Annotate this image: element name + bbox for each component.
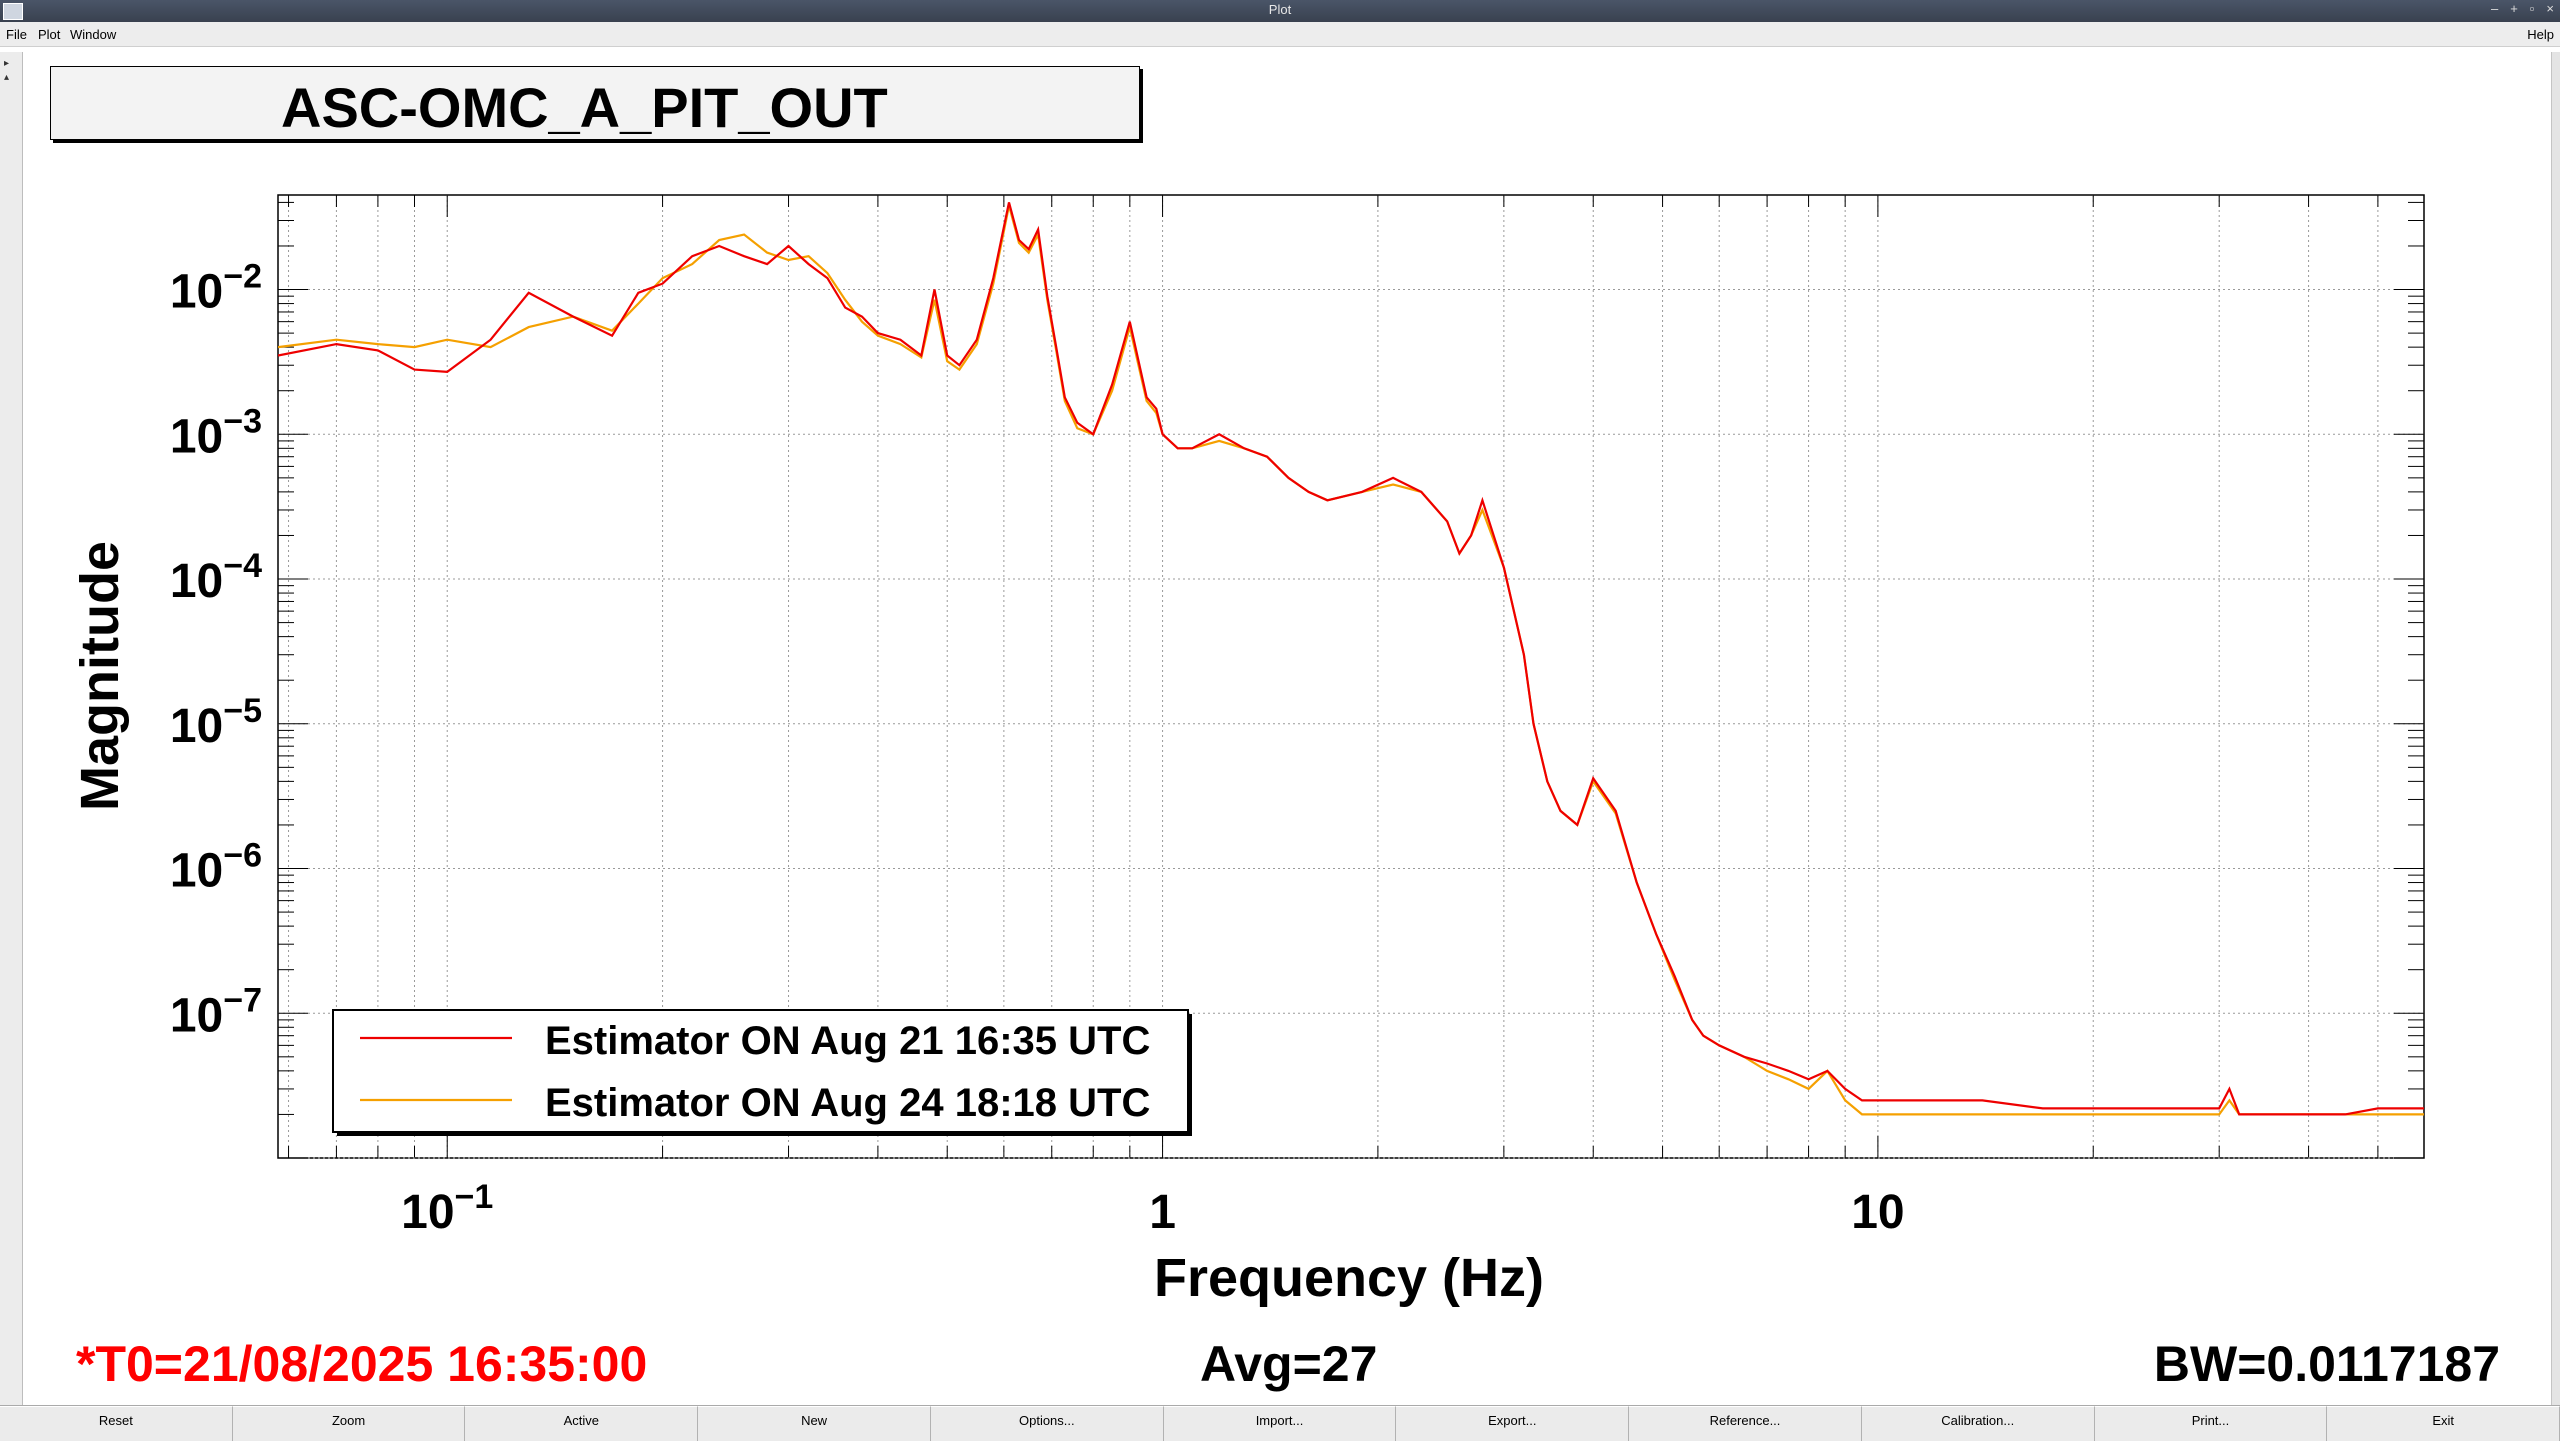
chevron-right-icon[interactable]: ▸ — [4, 58, 10, 69]
x-tick-label: 10−1 — [401, 1178, 493, 1239]
y-tick-label: 10−3 — [170, 402, 262, 463]
import-button[interactable]: Import... — [1163, 1406, 1397, 1441]
calibration-button[interactable]: Calibration... — [1861, 1406, 2095, 1441]
plot-title-box: ASC-OMC_A_PIT_OUT — [50, 66, 1140, 140]
legend: Estimator ON Aug 21 16:35 UTC Estimator O… — [332, 1009, 1192, 1136]
minimize-button[interactable]: – — [2490, 1, 2499, 16]
legend-label-1: Estimator ON Aug 21 16:35 UTC — [545, 1019, 1150, 1063]
window-titlebar: Plot – + ▫ × — [0, 0, 2560, 22]
window-title: Plot — [1268, 2, 1292, 17]
bandwidth-label: BW=0.0117187 — [2153, 1336, 2500, 1392]
menu-window[interactable]: Window — [70, 27, 117, 42]
export-button[interactable]: Export... — [1396, 1406, 1630, 1441]
legend-label-2: Estimator ON Aug 24 18:18 UTC — [545, 1081, 1150, 1125]
exit-button[interactable]: Exit — [2327, 1406, 2560, 1441]
y-tick-label: 10−2 — [170, 258, 262, 319]
print-button[interactable]: Print... — [2094, 1406, 2328, 1441]
x-axis-label: Frequency (Hz) — [1154, 1248, 1544, 1308]
chevron-up-icon[interactable]: ▴ — [4, 72, 10, 83]
menu-file[interactable]: File — [6, 27, 27, 42]
y-tick-label: 10−7 — [170, 981, 262, 1042]
y-tick-label: 10−6 — [170, 837, 262, 898]
menu-help[interactable]: Help — [2527, 27, 2554, 42]
active-button[interactable]: Active — [465, 1406, 699, 1441]
close-button[interactable]: × — [2546, 1, 2554, 16]
plot-area[interactable] — [277, 194, 2425, 1159]
x-tick-label: 1 — [1149, 1186, 1176, 1239]
y-tick-label: 10−4 — [170, 547, 262, 608]
t0-label: *T0=21/08/2025 16:35:00 — [76, 1336, 648, 1392]
restore-button[interactable]: ▫ — [2529, 1, 2535, 16]
side-panel-toggle[interactable]: ▸ ▴ — [0, 52, 23, 1405]
menu-plot[interactable]: Plot — [38, 27, 61, 42]
app-icon — [3, 3, 23, 20]
y-axis-label: Magnitude — [70, 541, 130, 811]
options-button[interactable]: Options... — [930, 1406, 1164, 1441]
plot-title: ASC-OMC_A_PIT_OUT — [281, 76, 888, 139]
series-line-1 — [278, 202, 2424, 1116]
maximize-button[interactable]: + — [2510, 1, 2518, 16]
new-button[interactable]: New — [698, 1406, 931, 1441]
y-tick-label: 10−5 — [170, 692, 262, 753]
x-tick-label: 10 — [1851, 1186, 1904, 1239]
average-count: Avg=27 — [1200, 1336, 1378, 1392]
spectrum-chart: 10−2 10−3 10−4 10−5 10−6 10−7 10−1 1 10 Frequency… — [70, 194, 2425, 1308]
reference-button[interactable]: Reference... — [1629, 1406, 1862, 1441]
button-bar: Reset Zoom Active New Options... Import.… — [0, 1405, 2560, 1441]
menu-bar: File Plot Window Help — [0, 22, 2560, 47]
zoom-button[interactable]: Zoom — [232, 1406, 466, 1441]
reset-button[interactable]: Reset — [0, 1406, 233, 1441]
right-scrollbar[interactable] — [2551, 52, 2560, 1405]
